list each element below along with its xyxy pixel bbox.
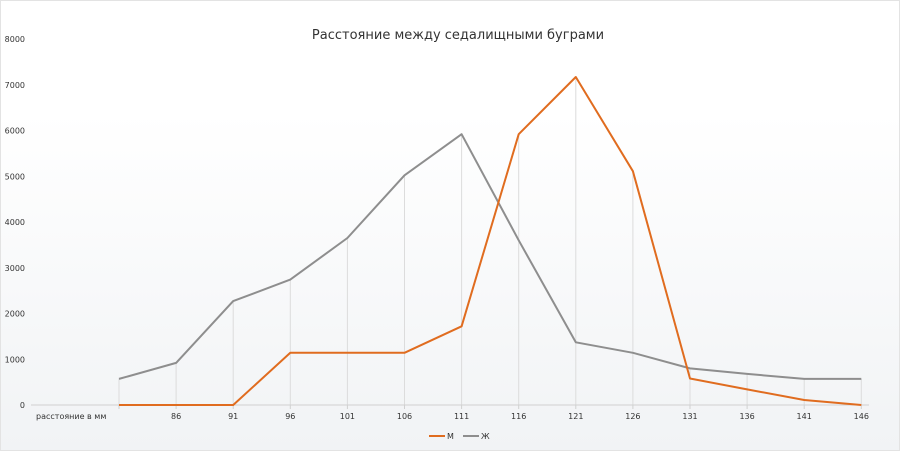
x-tick-label: 116 (511, 412, 526, 421)
y-tick-label: 2000 (5, 310, 25, 319)
x-tick-label: 126 (625, 412, 640, 421)
x-tick-label: 111 (454, 412, 469, 421)
x-tick-label: 146 (854, 412, 869, 421)
x-tick-label: 121 (568, 412, 583, 421)
x-tick-label: 141 (797, 412, 812, 421)
chart-title: Расстояние между седалищными буграми (312, 28, 604, 43)
x-tick-label: 101 (340, 412, 355, 421)
legend-label: Ж (481, 432, 490, 441)
y-tick-label: 4000 (5, 218, 25, 227)
x-axis-ticks: 86 91 96 101 106 111 116 121 126 131 136 141 146 расс… (36, 405, 869, 421)
y-axis-ticks: 0 1000 2000 3000 4000 5000 6000 7000 8000 (5, 35, 25, 410)
y-tick-label: 3000 (5, 264, 25, 273)
legend-label: М (447, 432, 454, 441)
x-tick-label: 96 (285, 412, 295, 421)
y-tick-label: 0 (20, 401, 25, 410)
y-tick-label: 5000 (5, 172, 25, 181)
series-line-1 (118, 133, 862, 380)
x-tick-label: 86 (171, 412, 181, 421)
y-tick-label: 7000 (5, 81, 25, 90)
y-tick-label: 8000 (5, 35, 25, 44)
drop-lines (118, 76, 862, 405)
x-category-label: расстояние в мм (36, 412, 106, 421)
x-tick-label: 136 (739, 412, 754, 421)
x-tick-label: 91 (228, 412, 238, 421)
x-tick-label: 131 (682, 412, 697, 421)
series-line-0 (119, 76, 862, 406)
series-lines (118, 76, 862, 406)
y-tick-label: 6000 (5, 127, 25, 136)
y-tick-label: 1000 (5, 355, 25, 364)
x-tick-label: 106 (397, 412, 412, 421)
